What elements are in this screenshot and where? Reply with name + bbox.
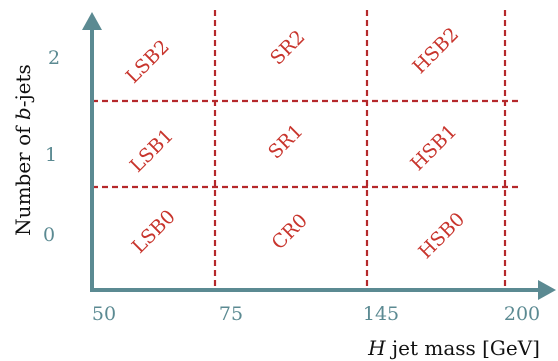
x-tick-label: 145 bbox=[363, 303, 399, 325]
y-axis-title: Number of b-jets bbox=[11, 64, 35, 236]
region-label-lsb0: LSB0 bbox=[128, 206, 180, 258]
region-label-hsb2: HSB2 bbox=[408, 23, 463, 78]
region-label-cr0: CR0 bbox=[268, 210, 313, 255]
region-label-sr2: SR2 bbox=[266, 26, 309, 69]
y-axis-title-variable: b bbox=[11, 107, 35, 120]
region-label-sr1: SR1 bbox=[264, 120, 307, 163]
region-label-lsb1: LSB1 bbox=[126, 125, 178, 177]
y-axis-title-prefix: Number of bbox=[11, 120, 35, 236]
x-tick-label: 75 bbox=[219, 303, 243, 325]
x-tick-label: 200 bbox=[504, 303, 540, 325]
x-tick-label: 50 bbox=[92, 303, 116, 325]
x-axis-title: H jet mass [GeV] bbox=[367, 336, 540, 360]
region-label-lsb2: LSB2 bbox=[122, 36, 174, 88]
region-label-hsb0: HSB0 bbox=[414, 208, 469, 263]
x-axis-title-variable: H bbox=[367, 336, 386, 360]
x-axis-arrow-icon bbox=[538, 280, 556, 300]
y-tick-label: 0 bbox=[43, 224, 55, 246]
x-axis-title-text: jet mass [GeV] bbox=[386, 336, 540, 360]
y-axis-title-suffix: -jets bbox=[11, 64, 35, 107]
region-label-hsb1: HSB1 bbox=[406, 120, 461, 175]
y-axis-arrow-icon bbox=[82, 12, 102, 30]
y-tick-label: 1 bbox=[45, 144, 57, 166]
y-tick-label: 2 bbox=[48, 47, 60, 69]
